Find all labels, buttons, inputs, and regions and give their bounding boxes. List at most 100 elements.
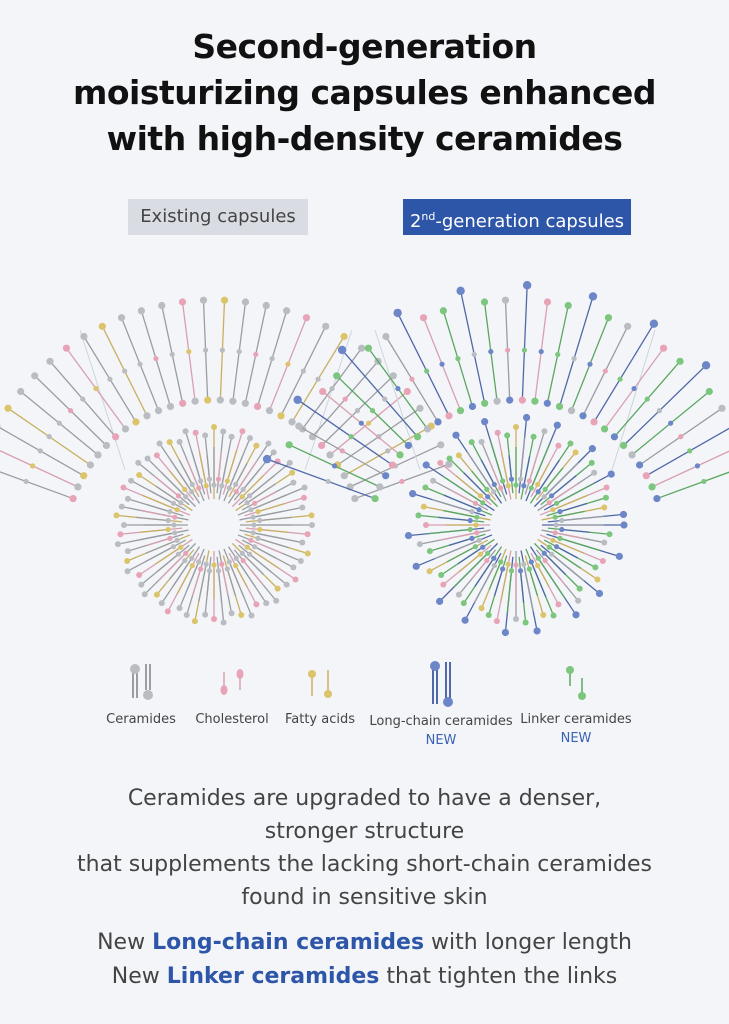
fan-head-outer bbox=[522, 281, 532, 290]
molecule-tail bbox=[555, 532, 585, 540]
molecule-head bbox=[436, 597, 444, 605]
molecule-head bbox=[240, 486, 246, 493]
molecule-tail bbox=[254, 491, 277, 504]
second-generation-capsule-illustration bbox=[262, 281, 729, 637]
fan-tail bbox=[0, 471, 74, 500]
molecule-head bbox=[239, 494, 245, 500]
molecule-tail bbox=[153, 475, 179, 497]
molecule-head bbox=[170, 500, 177, 506]
molecule-head bbox=[178, 500, 184, 506]
molecule-head bbox=[220, 619, 227, 626]
molecule-head bbox=[481, 418, 489, 426]
molecule-tail bbox=[169, 560, 186, 580]
molecule-head bbox=[270, 449, 277, 456]
fan-head-mid bbox=[521, 347, 528, 353]
fan-head-inner bbox=[518, 396, 526, 404]
fan-head-inner bbox=[288, 418, 296, 426]
molecule-head bbox=[553, 421, 561, 429]
molecule-head bbox=[191, 618, 198, 625]
molecule-head bbox=[114, 541, 121, 548]
molecule-head bbox=[228, 610, 235, 617]
second-suffix: -generation capsules bbox=[435, 211, 625, 232]
molecule-tail bbox=[506, 570, 513, 613]
fan-head-outer bbox=[501, 296, 510, 304]
molecule-head bbox=[141, 591, 148, 598]
molecule-head bbox=[528, 559, 534, 565]
molecule-tail bbox=[530, 561, 547, 598]
fan-head-mid bbox=[369, 408, 376, 414]
second-prefix: 2 bbox=[409, 211, 422, 232]
molecule-head bbox=[175, 493, 182, 499]
fan-head-inner bbox=[277, 412, 285, 420]
molecule-tail bbox=[169, 470, 186, 490]
molecule-head bbox=[198, 478, 204, 484]
molecule-head bbox=[233, 562, 239, 569]
molecule-head bbox=[220, 428, 227, 435]
fan-head-outer bbox=[357, 344, 366, 352]
fan-head-inner bbox=[590, 418, 598, 426]
fan-head-inner bbox=[216, 396, 224, 404]
molecule-tail bbox=[146, 504, 171, 513]
fan-head-inner bbox=[351, 494, 359, 503]
highlight-2-suffix: that tighten the links bbox=[379, 964, 618, 989]
molecule-tail bbox=[186, 460, 200, 489]
long-chain-new-badge: NEW bbox=[425, 733, 457, 748]
molecule-head bbox=[240, 557, 246, 564]
molecule-head bbox=[559, 517, 565, 524]
fan-head-inner bbox=[396, 451, 404, 459]
molecule-head bbox=[182, 557, 188, 564]
molecule-tail bbox=[442, 475, 484, 504]
fan-head-mid bbox=[644, 396, 650, 402]
molecule-head bbox=[557, 535, 563, 541]
molecule-tail bbox=[523, 456, 531, 486]
fan-head-mid bbox=[382, 396, 388, 402]
molecule-head bbox=[174, 507, 180, 513]
fan-head-mid bbox=[348, 434, 354, 440]
fan-head-mid bbox=[80, 396, 86, 402]
molecule-head bbox=[521, 483, 527, 489]
molecule-head bbox=[309, 522, 315, 528]
molecule-head bbox=[211, 424, 217, 430]
molecule-head bbox=[136, 572, 143, 579]
fan-tail bbox=[656, 471, 729, 500]
molecule-tail bbox=[561, 528, 590, 533]
fan-head-inner bbox=[506, 396, 514, 404]
molecule-head bbox=[484, 557, 490, 564]
molecule-tail bbox=[217, 570, 223, 603]
fan-head-inner bbox=[376, 483, 384, 491]
fan-head-mid bbox=[169, 351, 175, 358]
molecule-tail bbox=[249, 475, 275, 497]
molecule-head bbox=[172, 514, 178, 520]
molecule-head bbox=[183, 494, 189, 500]
molecule-head bbox=[426, 568, 433, 575]
molecule-head bbox=[257, 526, 263, 533]
molecule-head bbox=[504, 432, 511, 439]
molecule-head bbox=[171, 522, 177, 528]
fan-head-outer bbox=[543, 298, 552, 306]
molecule-tail bbox=[500, 452, 509, 486]
molecule-tail bbox=[144, 546, 174, 563]
fan-head-outer bbox=[137, 307, 145, 315]
molecule-head bbox=[469, 535, 475, 541]
cholesterol-icon bbox=[220, 669, 244, 695]
fan-head-inner bbox=[371, 494, 379, 503]
molecule-head bbox=[603, 484, 610, 491]
molecule-head bbox=[251, 544, 258, 550]
molecule-head bbox=[263, 600, 270, 607]
fan-head-outer bbox=[480, 298, 489, 306]
fan-head-outer bbox=[340, 332, 348, 341]
fan-head-mid bbox=[366, 420, 372, 426]
molecule-head bbox=[422, 461, 430, 469]
molecule-head bbox=[113, 512, 120, 519]
molecule-head bbox=[473, 522, 479, 528]
molecule-head bbox=[595, 589, 604, 598]
fan-head-mid bbox=[56, 420, 62, 426]
molecule-head bbox=[467, 526, 473, 533]
molecule-head bbox=[474, 530, 480, 536]
molecule-head bbox=[156, 440, 163, 447]
fan-head-mid bbox=[538, 348, 544, 355]
molecule-head bbox=[250, 530, 256, 536]
fan-head-inner bbox=[166, 402, 175, 411]
molecule-head bbox=[535, 555, 541, 561]
molecule-tail bbox=[438, 516, 471, 522]
